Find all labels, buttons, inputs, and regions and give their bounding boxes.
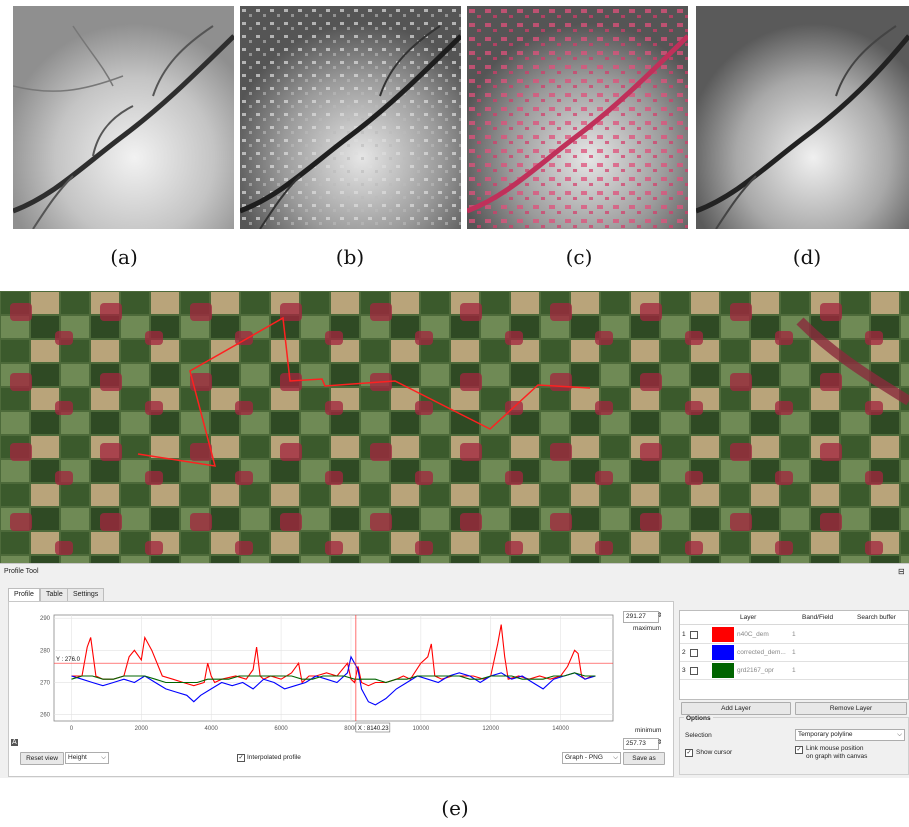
plot-area: [53, 614, 614, 722]
layer-name: corrected_dem...: [737, 649, 786, 656]
float-icon[interactable]: ⊟: [898, 567, 905, 576]
cursor-y-label: Y : 276.0: [56, 657, 81, 663]
y-tick-label: 280: [40, 648, 51, 654]
minimum-input[interactable]: 257.73: [623, 738, 659, 750]
tab-settings[interactable]: Settings: [67, 588, 105, 601]
layer-color-swatch[interactable]: [712, 663, 734, 678]
plot-type-select[interactable]: Height ⌵: [65, 752, 109, 764]
chevron-down-icon: ⌵: [897, 731, 902, 738]
options-group: [679, 717, 909, 775]
maximum-spinner-icon[interactable]: ⇕: [657, 612, 663, 619]
x-tick-label: 0: [70, 726, 74, 732]
caption-d: (d): [792, 245, 822, 269]
column-header-layer: Layer: [740, 614, 757, 621]
x-tick-label: 4000: [205, 726, 219, 732]
interpolated-profile-checkbox[interactable]: ✓: [237, 754, 245, 762]
show-cursor-label: Show cursor: [696, 749, 733, 756]
table-grid: [680, 624, 908, 625]
table-row[interactable]: 3 grd2167_opr 1: [680, 662, 908, 680]
row-index: 2: [682, 649, 686, 656]
export-format-select[interactable]: Graph - PNG ⌵: [562, 752, 621, 764]
selection-value: Temporary polyline: [798, 731, 853, 738]
layer-table: Layer Band/Field Search buffer 1 n40C_de…: [679, 610, 909, 700]
cursor-x-label-box: [355, 722, 391, 733]
interpolated-profile-label: Interpolated profile: [247, 754, 301, 761]
show-cursor-checkbox[interactable]: ✓: [685, 749, 693, 757]
dem-image-a: [13, 6, 234, 229]
layer-color-swatch[interactable]: [712, 645, 734, 660]
export-icon: A: [11, 739, 18, 746]
x-tick-label: 6000: [274, 726, 288, 732]
panel-title: Profile Tool: [4, 568, 39, 575]
y-tick-label: 290: [40, 616, 51, 622]
options-title: Options: [684, 715, 713, 722]
profile-polyline: [137, 316, 591, 467]
column-header-band: Band/Field: [802, 614, 834, 621]
row-index: 1: [682, 631, 686, 638]
link-mouse-label-line1: Link mouse position: [806, 745, 864, 752]
row-visible-checkbox[interactable]: [690, 649, 698, 657]
dem-image-b: [240, 6, 461, 229]
link-mouse-checkbox[interactable]: ✓: [795, 746, 803, 754]
minimum-spinner-icon[interactable]: ⇕: [657, 739, 663, 746]
dem-image-c: [467, 6, 688, 229]
plot-type-value: Height: [68, 754, 87, 761]
reset-view-button[interactable]: Reset view: [20, 752, 64, 765]
profile-plot[interactable]: 260 270 280 290 0 2000 4000 6000 8000 10000 12000 1…: [20, 609, 620, 739]
row-visible-checkbox[interactable]: [690, 667, 698, 675]
add-layer-button[interactable]: Add Layer: [681, 702, 791, 715]
x-tick-label: 10000: [413, 726, 430, 732]
tab-profile[interactable]: Profile: [8, 588, 40, 601]
table-row[interactable]: 2 corrected_dem... 1: [680, 644, 908, 662]
caption-a: (a): [110, 245, 138, 269]
x-tick-label: 14000: [552, 726, 569, 732]
row-index: 3: [682, 667, 686, 674]
column-header-buffer: Search buffer: [857, 614, 896, 621]
caption-b: (b): [335, 245, 365, 269]
save-as-button[interactable]: Save as: [623, 752, 665, 765]
chevron-down-icon: ⌵: [101, 754, 106, 761]
series-line-corrected-dem---: [71, 655, 596, 706]
layer-color-swatch[interactable]: [712, 627, 734, 642]
series-line-grd2167-opr: [71, 672, 596, 684]
layer-band: 1: [792, 631, 796, 638]
layer-band: 1: [792, 649, 796, 656]
y-tick-label: 270: [40, 680, 51, 686]
tab-table[interactable]: Table: [40, 588, 69, 601]
selection-label: Selection: [685, 732, 712, 739]
minimum-label: minimum: [635, 727, 662, 734]
chevron-down-icon: ⌵: [613, 754, 618, 761]
layer-name: grd2167_opr: [737, 667, 774, 674]
maximum-label: maximum: [633, 625, 662, 632]
row-visible-checkbox[interactable]: [690, 631, 698, 639]
caption-c: (c): [565, 245, 593, 269]
export-format-value: Graph - PNG: [565, 754, 603, 761]
x-tick-label: 12000: [482, 726, 499, 732]
remove-layer-button[interactable]: Remove Layer: [795, 702, 907, 715]
selection-select[interactable]: Temporary polyline ⌵: [795, 729, 905, 741]
x-tick-label: 8000: [344, 726, 358, 732]
cursor-x-label: X : 8140.23: [358, 726, 389, 732]
dem-image-d: [696, 6, 909, 229]
profile-tool-panel: Profile Tool ⊟ Profile Table Settings 26…: [0, 563, 909, 778]
y-tick-label: 260: [40, 713, 51, 719]
layer-name: n40C_dem: [737, 631, 769, 638]
map-canvas[interactable]: [0, 291, 909, 563]
link-mouse-label-line2: on graph with canvas: [806, 753, 868, 760]
maximum-input[interactable]: 291.27: [623, 611, 659, 623]
table-row[interactable]: 1 n40C_dem 1: [680, 626, 908, 644]
caption-e: (e): [441, 796, 469, 820]
x-tick-label: 2000: [135, 726, 149, 732]
layer-band: 1: [792, 667, 796, 674]
